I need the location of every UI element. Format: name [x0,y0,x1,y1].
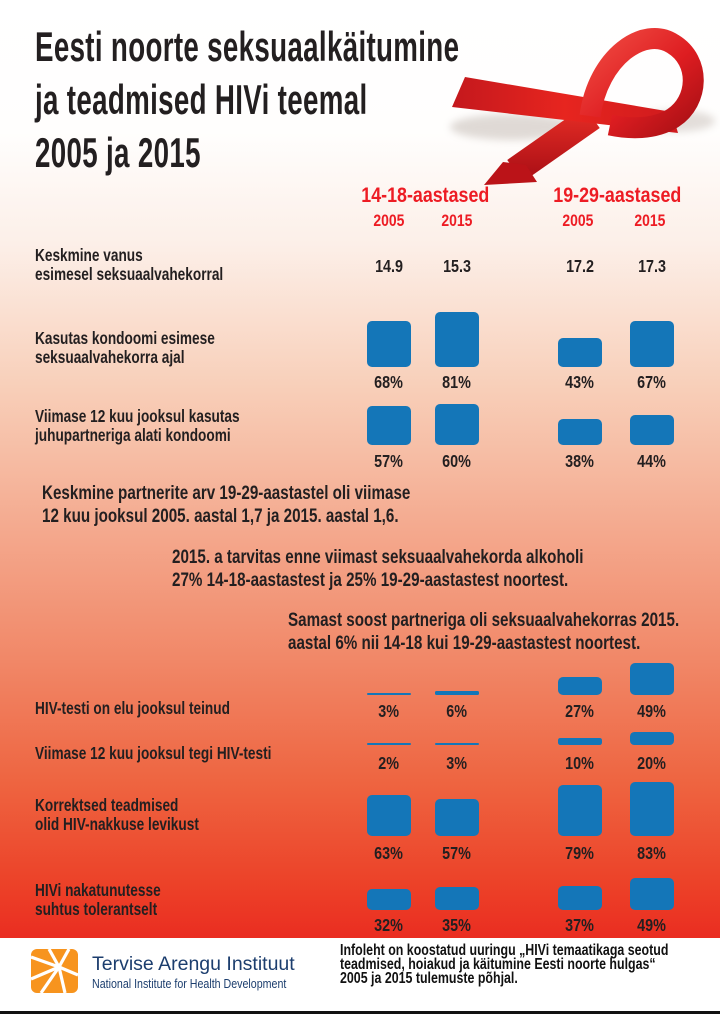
bar-value-label: 32% [374,915,404,935]
bar-value-label: 10% [565,753,595,773]
age-group-header-14-18: 14-18-aastased [360,184,490,207]
pictogram-bar [367,795,411,836]
pictogram-bar [435,312,479,367]
bar-value-label: 67% [637,372,667,392]
bar-value-label: 81% [442,372,472,392]
pictogram-bar [558,785,602,836]
footer-strip [0,938,720,1018]
org-subtitle: National Institute for Health Developmen… [92,976,287,991]
row-label-hiv-test-ever: HIV-testi on elu jooksul teinud [35,698,230,718]
pictogram-bar [435,743,479,745]
pictogram-bar [367,693,411,695]
pictogram-bar [367,889,411,910]
year-header-4: 2015 [634,211,666,230]
bar-value-label: 49% [637,701,667,721]
bar-value-label: 49% [637,915,667,935]
bar-value-label: 2% [378,753,400,773]
bar-value-label: 44% [637,451,667,471]
org-name: Tervise Arengu Instituut [92,953,295,975]
footer-divider [0,1011,720,1014]
year-header-3: 2005 [562,211,594,230]
footer-info-text: Infoleht on koostatud uuringu „HIVi tema… [340,942,669,987]
pictogram-bar [630,415,674,445]
ribbon-tail [507,105,600,183]
title-line-2: ja teadmised HIVi teemal [35,76,368,123]
pictogram-bar [435,799,479,836]
tai-sunburst-logo [31,949,78,993]
aids-ribbon-image [450,28,715,185]
mean-age-value: 14.9 [375,256,403,276]
note-partner-count: Keskmine partnerite arv 19-29-aastastel … [42,483,411,527]
pictogram-bar [558,338,602,367]
bar-value-label: 35% [442,915,472,935]
mean-age-value: 15.3 [443,256,471,276]
ribbon-loop [579,28,704,139]
pictogram-bar [558,419,602,445]
row-label-condom-first-sex: Kasutas kondoomi esimese seksuaalvahekorr… [35,328,215,367]
bar-value-label: 60% [442,451,472,471]
bar-value-label: 57% [442,843,472,863]
poster-title: Eesti noorte seksuaalkäitumine ja teadmi… [35,20,459,179]
year-header-1: 2005 [373,211,405,230]
title-line-3: 2005 ja 2015 [35,129,201,176]
bar-value-label: 37% [565,915,595,935]
pictogram-bar [630,732,674,745]
row-label-correct-knowledge: Korrektsed teadmised olid HIV-nakkuse lev… [35,795,199,834]
age-group-header-19-29: 19-29-aastased [552,184,682,207]
pictogram-bar [367,321,411,367]
bar-value-label: 3% [446,753,468,773]
bar-value-label: 63% [374,843,404,863]
bar-value-label: 3% [378,701,400,721]
row-label-hiv-test-12m: Viimase 12 kuu jooksul tegi HIV-testi [35,743,272,763]
bar-value-label: 20% [637,753,667,773]
note-same-sex-partner: Samast soost partneriga oli seksuaalvahe… [288,610,680,654]
pictogram-bar [558,677,602,695]
bar-value-label: 38% [565,451,595,471]
row-label-mean-age: Keskmine vanus esimesel seksuaalvahekorr… [35,245,224,284]
mean-age-value: 17.3 [638,256,666,276]
bar-value-label: 43% [565,372,595,392]
row-label-tolerance: HIVi nakatunutesse suhtus tolerantselt [35,880,161,919]
bar-value-label: 6% [446,701,468,721]
row-label-condom-casual: Viimase 12 kuu jooksul kasutas juhupartne… [35,406,240,445]
note-alcohol: 2015. a tarvitas enne viimast seksuaalva… [172,547,584,591]
pictogram-bar [630,663,674,695]
pictogram-bar [435,691,479,695]
title-line-1: Eesti noorte seksuaalkäitumine [35,23,460,70]
mean-age-value: 17.2 [566,256,594,276]
bar-value-label: 68% [374,372,404,392]
pictogram-bar [435,887,479,910]
pictogram-bar [435,404,479,445]
pictogram-bar [630,321,674,367]
bar-value-label: 79% [565,843,595,863]
bar-value-label: 27% [565,701,595,721]
pictogram-bar [367,406,411,445]
pictogram-bar [630,782,674,836]
pictogram-bar [367,743,411,745]
ribbon-tail-fold [484,162,537,185]
bar-value-label: 83% [637,843,667,863]
year-header-2: 2015 [441,211,473,230]
pictogram-bar [558,738,602,745]
bar-value-label: 57% [374,451,404,471]
ribbon-shadow [450,114,574,140]
pictogram-bar [630,878,674,910]
pictogram-bar [558,886,602,910]
